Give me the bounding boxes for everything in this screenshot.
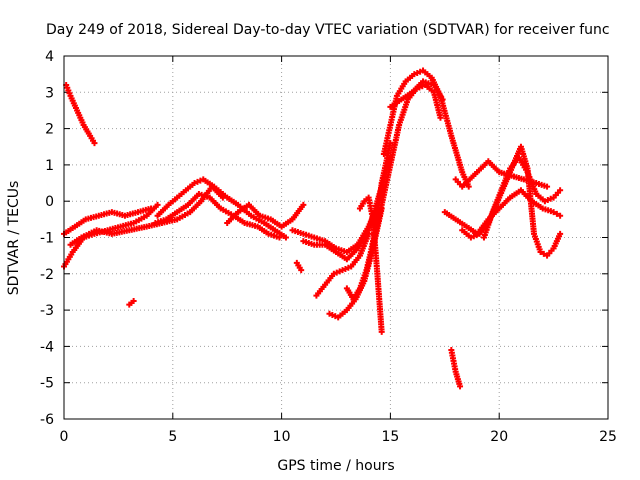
series-arc7 xyxy=(224,201,307,230)
data-point xyxy=(365,230,372,237)
data-point xyxy=(557,212,564,219)
y-tick-label: -6 xyxy=(40,412,54,428)
grid xyxy=(64,56,608,419)
data-point xyxy=(154,201,161,208)
data-point xyxy=(276,234,283,241)
x-tick-label: 10 xyxy=(273,429,291,445)
data-point xyxy=(437,114,444,121)
data-point xyxy=(282,234,289,241)
trace-point xyxy=(553,210,560,217)
series-arc1 xyxy=(63,82,98,147)
x-tick-label: 5 xyxy=(168,429,177,445)
y-tick-label: 0 xyxy=(45,194,54,210)
series-arc8 xyxy=(126,298,137,308)
y-tick-label: -2 xyxy=(40,267,54,283)
data-point xyxy=(550,209,557,216)
data-point xyxy=(557,230,564,237)
x-tick-label: 15 xyxy=(381,429,399,445)
y-tick-label: -5 xyxy=(40,376,54,392)
data-point xyxy=(465,183,472,190)
data-points xyxy=(61,67,564,390)
data-point xyxy=(557,187,564,194)
axis-ticks: 0 5 10 15 20 25 -6 -5 -4 -3 -2 -1 0 1 2 3 4 xyxy=(40,49,617,445)
trace-point xyxy=(540,250,547,257)
chart-title: Day 249 of 2018, Sidereal Day-to-day VTE… xyxy=(46,22,610,38)
y-tick-label: -4 xyxy=(40,339,54,355)
y-tick-label: -3 xyxy=(40,303,54,319)
data-point xyxy=(298,267,305,274)
series-arc22 xyxy=(480,154,564,241)
series-arc19 xyxy=(448,347,464,390)
data-point xyxy=(130,298,137,305)
y-axis-label: SDTVAR / TECUs xyxy=(6,181,22,296)
series-arc6 xyxy=(152,190,283,241)
series-arc12 xyxy=(313,230,372,299)
series-arc23 xyxy=(452,158,551,190)
data-point xyxy=(544,183,551,190)
x-tick-label: 20 xyxy=(490,429,508,445)
y-tick-label: -1 xyxy=(40,231,54,247)
y-tick-label: 2 xyxy=(45,122,54,138)
data-point xyxy=(439,96,446,103)
data-point xyxy=(148,205,155,212)
data-point xyxy=(91,140,98,147)
y-tick-label: 3 xyxy=(45,85,54,101)
series-arc18 xyxy=(387,78,446,110)
plot-frame xyxy=(63,55,609,420)
x-tick-label: 0 xyxy=(60,429,69,445)
data-point xyxy=(457,383,464,390)
data-point xyxy=(378,328,385,335)
data-point xyxy=(537,249,544,256)
series-arc9 xyxy=(293,259,305,274)
series-arc16 xyxy=(369,82,444,248)
y-tick-label: 4 xyxy=(45,49,54,65)
data-point xyxy=(300,201,307,208)
x-axis-label: GPS time / hours xyxy=(277,458,394,474)
x-tick-label: 25 xyxy=(599,429,617,445)
y-tick-label: 1 xyxy=(45,158,54,174)
